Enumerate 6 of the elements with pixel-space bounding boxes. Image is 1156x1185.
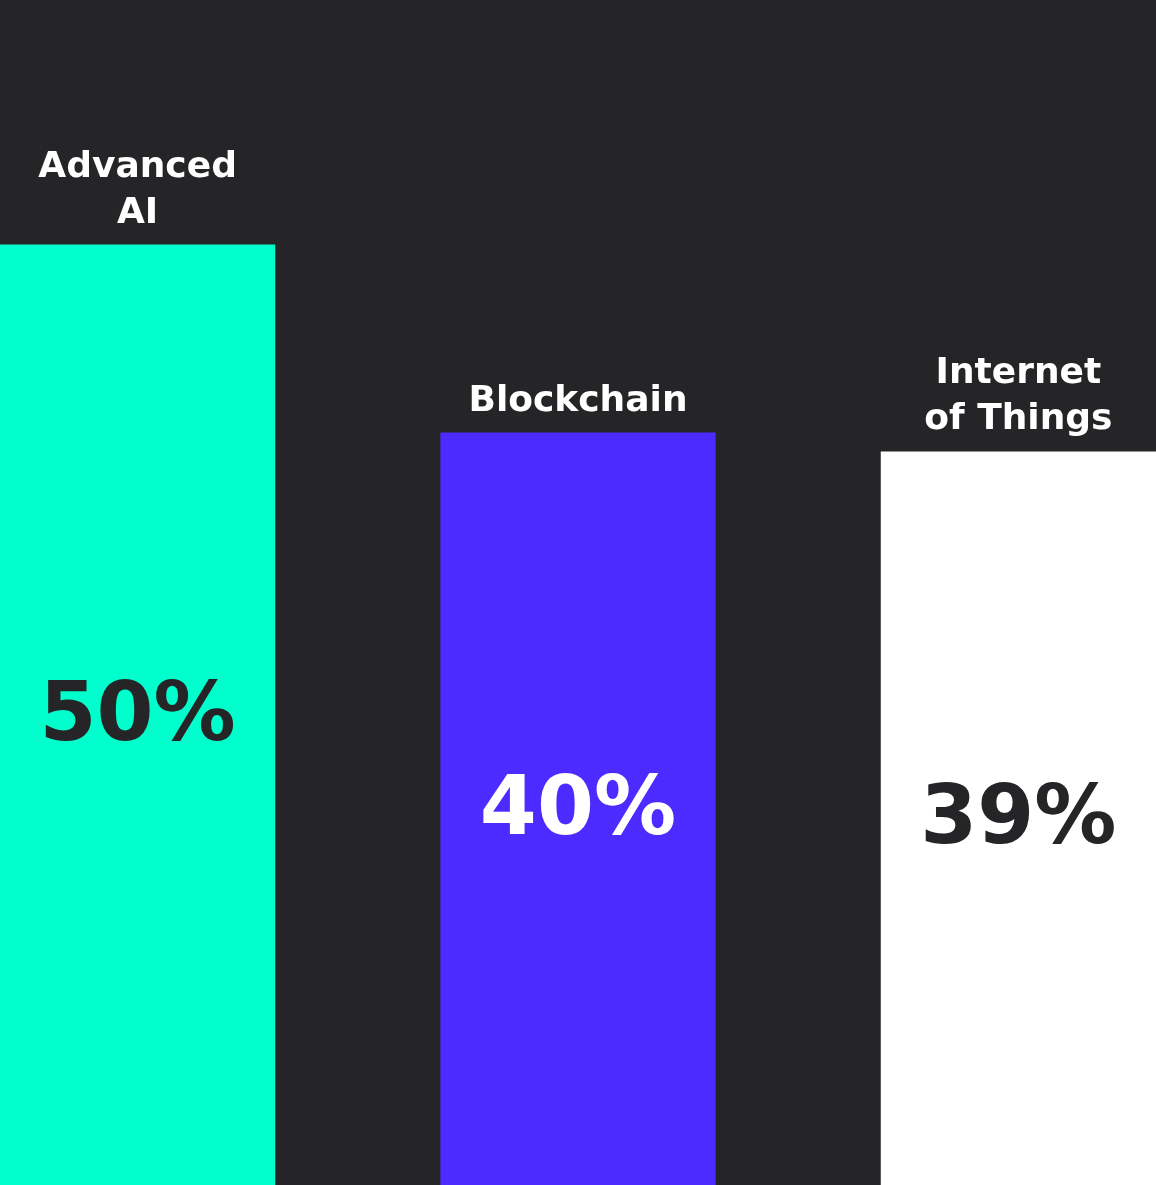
x-tick-label: Blockchain — [468, 377, 688, 419]
category-label: Advanced AI — [38, 143, 237, 231]
data-label: 50% — [39, 663, 236, 759]
data-label: 40% — [479, 757, 677, 853]
category-label: Internet of Things — [924, 350, 1113, 438]
data-label: 39% — [920, 767, 1117, 863]
